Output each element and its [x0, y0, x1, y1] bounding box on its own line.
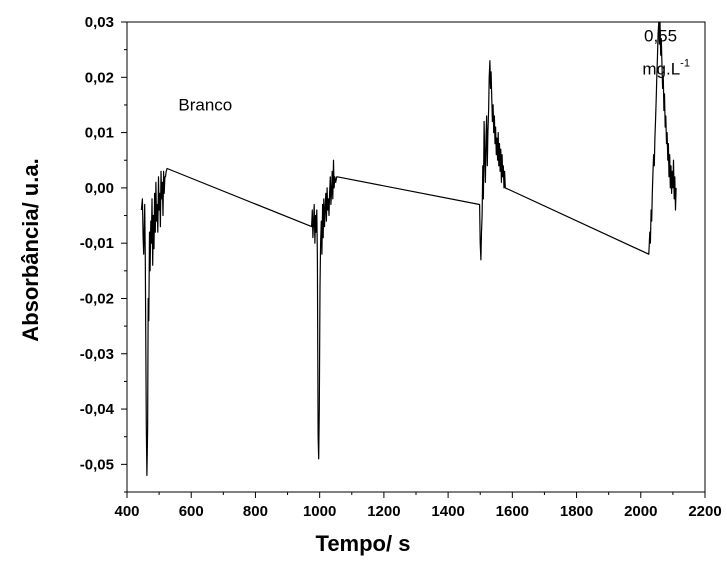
x-axis-ticks: 400 600 800 1000 1200 1400 1600 1800 2000 2200: [114, 492, 722, 520]
x-tick-label: 800: [243, 503, 268, 520]
y-tick-label: -0,04: [80, 401, 115, 418]
series-layer: [140, 21, 677, 476]
absorbance-series-line: [140, 21, 677, 476]
y-tick-label: 0,01: [85, 125, 114, 142]
y-tick-label: -0,05: [80, 456, 114, 473]
y-tick-label: -0,01: [80, 235, 114, 252]
x-axis-title: Tempo/ s: [316, 531, 411, 556]
y-tick-label: -0,02: [80, 290, 114, 307]
x-tick-label: 2200: [688, 503, 721, 520]
y-tick-label: -0,03: [80, 346, 114, 363]
x-tick-label: 1200: [367, 503, 400, 520]
x-tick-label: 1600: [496, 503, 529, 520]
plot-border: [126, 21, 706, 493]
annotations: Branco 0,55 mg.L-1: [178, 26, 690, 114]
y-tick-label: 0,02: [85, 69, 114, 86]
y-axis-ticks: 0,03 0,02 0,01 0,00 -0,01 -0,02 -0,03 -0,04 -0,0…: [80, 14, 127, 493]
y-tick-label: 0,00: [85, 180, 114, 197]
x-tick-label: 1400: [431, 503, 464, 520]
y-tick-label: 0,03: [85, 14, 114, 31]
x-tick-label: 1800: [560, 503, 593, 520]
annotation-label: mg.L-1: [642, 58, 690, 79]
annotation-label: Branco: [178, 95, 232, 114]
y-axis-title: Absorbância/ u.a.: [18, 158, 43, 341]
x-tick-label: 400: [114, 503, 139, 520]
annotation-label: 0,55: [644, 26, 677, 45]
x-tick-label: 1000: [303, 503, 336, 520]
x-tick-label: 2000: [624, 503, 657, 520]
plot-axes: [126, 21, 706, 493]
x-tick-label: 600: [179, 503, 204, 520]
